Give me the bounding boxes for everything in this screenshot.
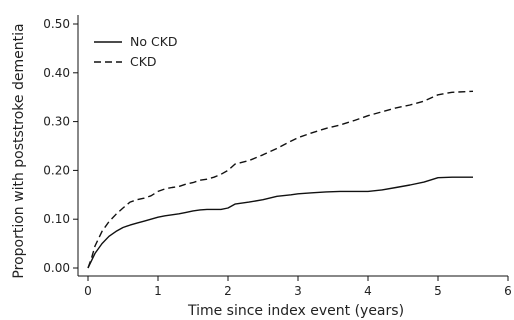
y-tick-label: 0.50 [43,17,70,31]
x-tick-label: 4 [364,284,372,298]
series-layer [87,90,474,269]
y-ticks: 0.00 0.10 0.20 0.30 0.40 0.50 [43,17,78,275]
x-tick-label: 5 [434,284,442,298]
legend-label-no-ckd: No CKD [130,34,178,49]
x-tick-label: 6 [504,284,512,298]
legend-label-ckd: CKD [130,54,157,69]
y-tick-label: 0.30 [43,115,70,129]
y-axis-label: Proportion with poststroke dementia [11,23,27,278]
legend: No CKD CKD [94,34,178,69]
x-ticks: 0 1 2 3 4 5 6 [84,276,512,298]
x-axis-label: Time since index event (years) [187,303,404,319]
y-tick-label: 0.40 [43,66,70,80]
x-tick-label: 2 [224,284,232,298]
series-line-ckd [87,90,474,269]
y-tick-label: 0.10 [43,212,70,226]
series-line-no-ckd [87,176,473,269]
y-tick-label: 0.00 [43,261,70,275]
x-tick-label: 3 [294,284,302,298]
y-tick-label: 0.20 [43,163,70,177]
x-tick-label: 0 [84,284,92,298]
axes [77,15,508,277]
x-tick-label: 1 [154,284,162,298]
